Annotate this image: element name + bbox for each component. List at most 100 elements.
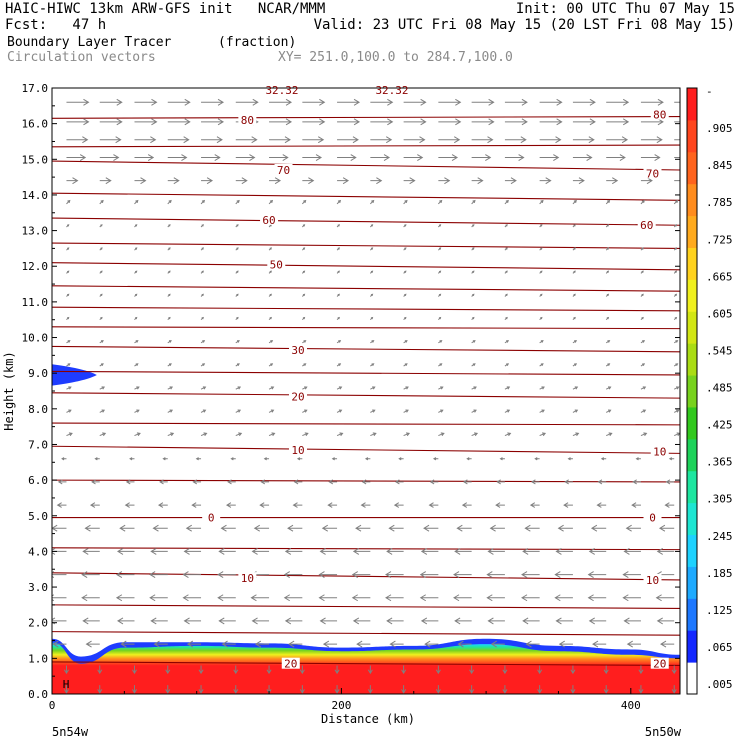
wind-vector xyxy=(99,98,123,106)
wind-vector xyxy=(539,224,543,228)
contour-label-bg xyxy=(643,573,662,585)
wind-vector xyxy=(590,524,607,532)
wind-vector xyxy=(268,199,274,205)
wind-vector xyxy=(337,136,359,144)
wind-vector xyxy=(572,270,576,274)
wind-vector xyxy=(403,154,424,161)
wind-vector xyxy=(134,316,138,321)
wind-vector xyxy=(504,386,511,390)
wind-vector xyxy=(487,547,505,555)
contour-label: 0 xyxy=(208,512,215,525)
wind-vector xyxy=(471,386,477,390)
wind-vector xyxy=(328,479,338,485)
colorbar-label: .245 xyxy=(706,530,733,543)
wind-vector xyxy=(200,363,206,367)
wind-vector xyxy=(502,665,508,675)
wind-vector xyxy=(167,247,171,251)
wind-vector xyxy=(260,479,270,485)
wind-vector xyxy=(63,665,69,675)
wind-vector xyxy=(388,524,404,532)
wind-vector xyxy=(66,432,73,437)
wind-vector xyxy=(337,177,350,185)
contour-line xyxy=(52,326,680,330)
wind-vector xyxy=(336,363,342,367)
wind-vector xyxy=(504,340,510,344)
contour-line xyxy=(52,217,680,226)
wind-vector xyxy=(182,594,202,602)
wind-vector xyxy=(167,154,188,161)
wind-vector xyxy=(99,316,103,321)
wind-vector xyxy=(521,594,540,602)
wind-vector xyxy=(539,270,543,274)
wind-vector xyxy=(302,177,315,185)
wind-vector xyxy=(268,363,274,367)
wind-vector xyxy=(674,157,680,159)
wind-vector xyxy=(453,594,472,602)
colorbar-swatch xyxy=(687,279,697,312)
wind-vector xyxy=(288,640,303,648)
colorbar-label: .365 xyxy=(706,456,733,469)
contour-line xyxy=(52,661,680,667)
wind-vector xyxy=(302,340,307,344)
wind-vector xyxy=(336,340,342,344)
wind-vector xyxy=(66,363,71,367)
wind-vector xyxy=(539,118,563,126)
wind-vector xyxy=(537,665,543,675)
wind-vector xyxy=(233,665,239,675)
wind-vector xyxy=(82,547,100,555)
wind-vector xyxy=(504,409,511,413)
wind-vector xyxy=(403,316,407,321)
wind-vector xyxy=(370,118,394,126)
wind-vector xyxy=(150,617,168,625)
wind-vector xyxy=(369,316,374,321)
wind-vector xyxy=(471,199,476,205)
wind-vector xyxy=(403,136,426,144)
top-stub-label: 32.32 xyxy=(265,84,298,97)
wind-vector xyxy=(570,665,576,675)
wind-vector xyxy=(361,479,371,485)
contour-label: 70 xyxy=(277,164,290,177)
header-model-title: HAIC-HIWC 13km ARW-GFS init NCAR/MMM xyxy=(5,1,326,17)
wind-vector xyxy=(605,199,611,205)
wind-vector xyxy=(539,136,562,144)
wind-vector xyxy=(235,136,258,144)
wind-vector xyxy=(235,293,239,297)
wind-vector xyxy=(504,432,512,437)
wind-vector xyxy=(403,118,427,126)
wind-vector xyxy=(640,409,647,413)
wind-vector xyxy=(81,571,100,579)
contour-line xyxy=(52,115,680,119)
wind-vector xyxy=(268,409,275,413)
wind-vector xyxy=(471,363,476,367)
left-endpoint-label: 5n54w xyxy=(52,725,89,739)
wind-vector xyxy=(471,340,476,344)
wind-vector xyxy=(167,118,191,126)
wind-vector xyxy=(89,502,100,508)
wind-vector xyxy=(66,386,72,390)
wind-vector xyxy=(673,340,679,344)
wind-vector xyxy=(438,98,462,106)
wind-vector xyxy=(99,136,122,144)
wind-vector xyxy=(640,154,661,161)
wind-vector xyxy=(398,457,404,461)
wind-vector xyxy=(131,665,137,675)
wind-vector xyxy=(117,617,135,625)
wind-vector xyxy=(437,316,442,321)
wind-vector xyxy=(318,571,338,579)
wind-vector xyxy=(336,386,343,390)
wind-vector xyxy=(640,340,646,344)
colorbar-swatch xyxy=(687,375,697,408)
wind-vector xyxy=(539,98,563,106)
wind-vector xyxy=(658,524,675,532)
colorbar-swatch xyxy=(687,438,697,472)
wind-vector xyxy=(322,640,338,648)
wind-vector xyxy=(640,247,644,251)
colorbar-swatch xyxy=(687,247,697,280)
wind-vector xyxy=(167,363,172,367)
wind-vector xyxy=(626,640,641,648)
colorbar-label: .905 xyxy=(706,122,733,135)
wind-vector xyxy=(200,247,204,251)
wind-vector xyxy=(99,270,103,274)
contour-label-bg xyxy=(643,511,662,523)
wind-vector xyxy=(52,524,67,532)
